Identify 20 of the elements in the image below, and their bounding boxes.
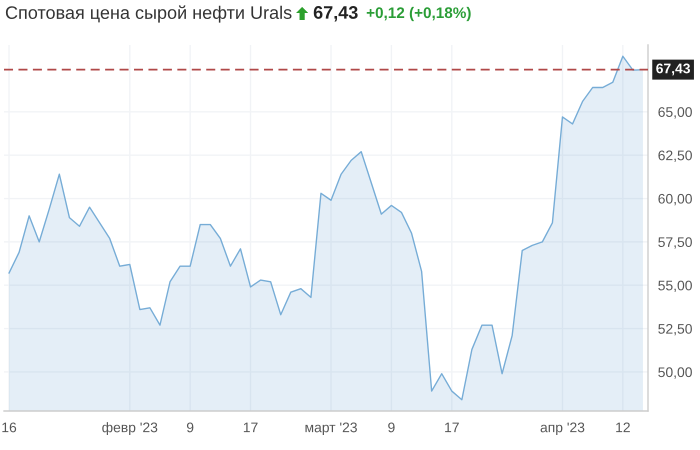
x-tick-label: февр '23	[102, 422, 158, 436]
x-tick-label: 12	[616, 422, 630, 432]
x-tick-label: 9	[388, 422, 395, 432]
text: +0,12 (+0,18%)	[366, 6, 471, 22]
y-tick-label: 62,50	[658, 150, 692, 162]
x-tick-label: март '23	[305, 422, 357, 436]
x-tick-label: 9	[186, 422, 194, 432]
x-tick-label: 17	[244, 422, 258, 432]
y-tick-label: 57,50	[658, 237, 692, 249]
x-tick-label: 16	[2, 422, 16, 432]
y-tick-label: 50,00	[658, 367, 692, 379]
x-tick-label: апр '23	[540, 422, 584, 436]
text: 67,43	[314, 6, 358, 22]
chart-title: Спотовая цена сырой нефти Urals	[6, 5, 292, 23]
y-tick-label: 52,50	[658, 324, 692, 336]
y-tick-label: 55,00	[658, 280, 692, 292]
y-tick-label: 60,00	[658, 194, 692, 206]
y-tick-label: 65,00	[658, 107, 692, 119]
x-tick-label: 17	[445, 422, 459, 432]
ref-line-label: 67,43	[656, 64, 690, 76]
